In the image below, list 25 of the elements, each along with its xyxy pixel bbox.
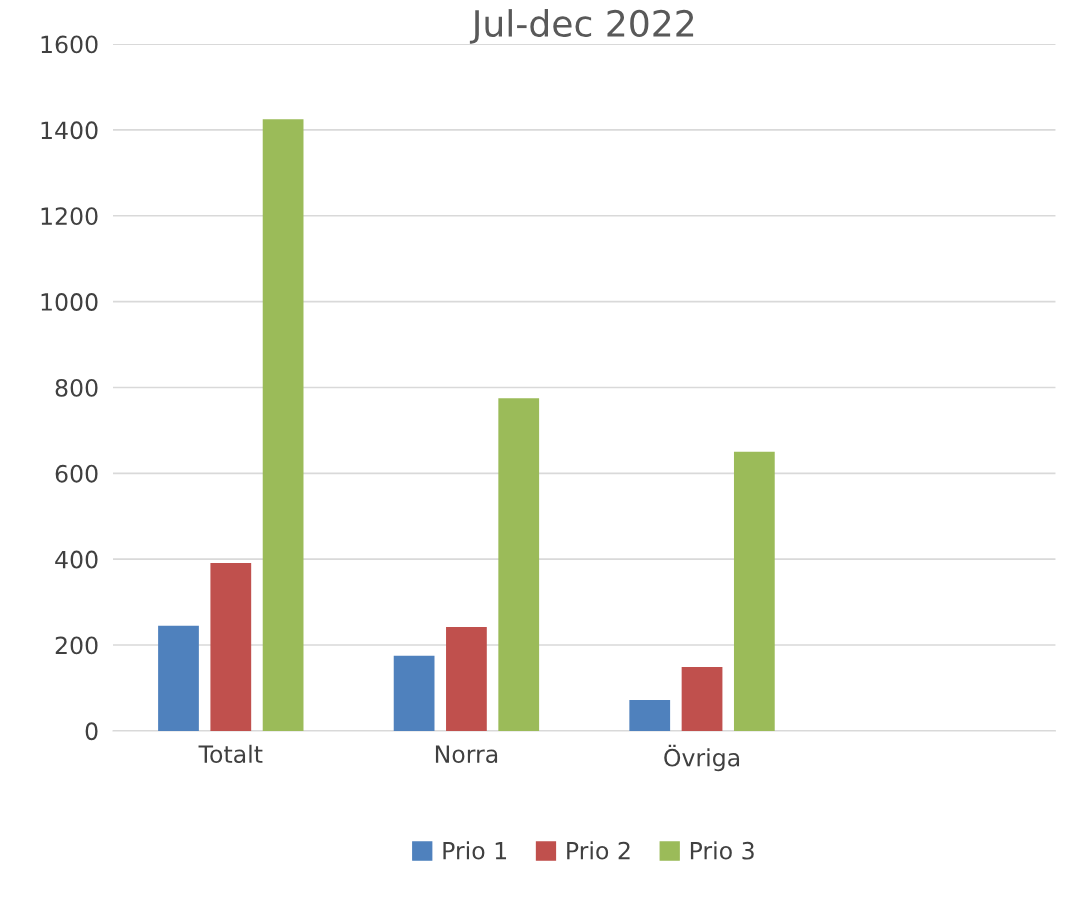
bar <box>629 699 671 731</box>
bar <box>498 398 540 731</box>
x-tick-label: Övriga <box>664 744 740 772</box>
y-tick-label: 200 <box>55 636 98 655</box>
chart-title: Jul-dec 2022 <box>469 9 694 44</box>
y-tick-label: 800 <box>55 378 98 397</box>
y-tick-label: 400 <box>55 550 98 569</box>
bar <box>733 451 775 731</box>
y-tick-label: 1000 <box>41 293 98 311</box>
bar <box>262 119 304 731</box>
y-tick-label: 1400 <box>41 121 98 140</box>
legend-label: Prio 3 <box>690 841 754 860</box>
legend-label: Prio 2 <box>567 841 630 860</box>
bar <box>210 563 252 731</box>
bar <box>681 666 723 731</box>
y-tick-label: 1600 <box>41 35 98 54</box>
bar <box>158 625 199 731</box>
legend-label: Prio 1 <box>443 841 507 860</box>
y-tick-label: 1200 <box>41 207 98 226</box>
x-tick-label: Norra <box>435 745 498 764</box>
x-tick-label: Totalt <box>198 744 263 764</box>
y-tick-label: 600 <box>55 464 98 483</box>
y-tick-label: 0 <box>85 722 98 741</box>
bar <box>446 627 487 731</box>
bar <box>393 655 435 731</box>
